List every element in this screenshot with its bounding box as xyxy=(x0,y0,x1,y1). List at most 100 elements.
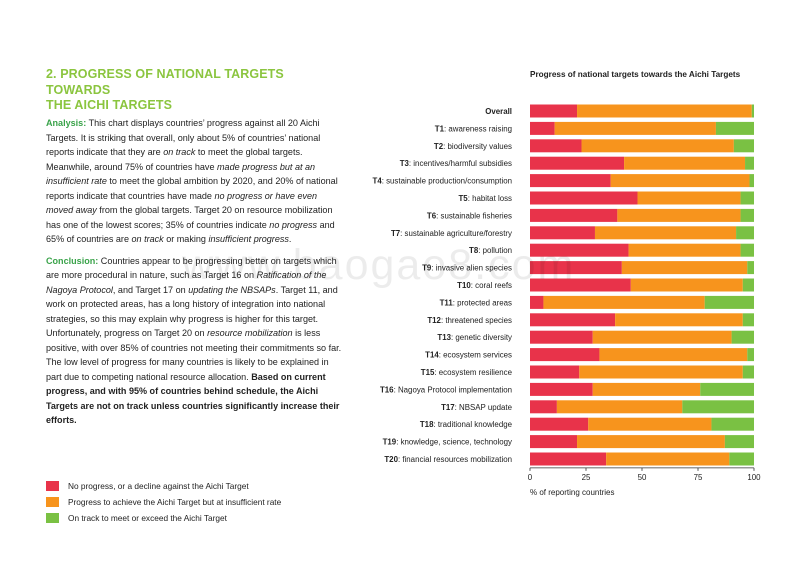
category-code: T9 xyxy=(422,264,432,273)
category-name: : financial resources mobilization xyxy=(398,455,512,464)
category-label: T16: Nagoya Protocol implementation xyxy=(380,385,512,394)
analysis-text: This chart displays countries’ progress … xyxy=(46,118,321,157)
conclusion-text: is less positive, with over 85% of count… xyxy=(46,328,342,382)
bar-segment-on-track xyxy=(740,243,754,257)
category-label: T7: sustainable agriculture/forestry xyxy=(391,229,512,238)
conclusion-label: Conclusion: xyxy=(46,255,99,266)
bar-segment-no-progress xyxy=(530,417,589,431)
bar-segment-insufficient-progress xyxy=(592,330,732,344)
legend-item-no-progress: No progress, or a decline against the Ai… xyxy=(46,478,281,493)
bar-segment-insufficient-progress xyxy=(592,382,701,396)
x-tick-label: 0 xyxy=(528,473,533,482)
category-code: T8 xyxy=(469,246,479,255)
category-code: T6 xyxy=(427,211,437,220)
conclusion-emphasis: resource mobilization xyxy=(207,328,293,338)
bar-segment-no-progress xyxy=(530,156,625,170)
category-label: T5: habitat loss xyxy=(458,194,512,203)
category-name: : sustainable production/consumption xyxy=(382,177,512,186)
bar-segment-insufficient-progress xyxy=(630,278,743,292)
bar-segment-no-progress xyxy=(530,330,593,344)
category-code: T18 xyxy=(420,420,434,429)
bar-segment-insufficient-progress xyxy=(624,156,746,170)
x-tick-label: 75 xyxy=(694,473,703,482)
analysis-emphasis: made progress but at an insufficient rat… xyxy=(46,161,316,187)
category-code: T15 xyxy=(421,368,435,377)
category-name: : habitat loss xyxy=(468,194,512,203)
category-code: T1 xyxy=(435,124,445,133)
category-name: : pollution xyxy=(478,246,512,255)
category-label: T20: financial resources mobilization xyxy=(384,455,512,464)
bar-segment-insufficient-progress xyxy=(610,174,750,188)
conclusion-text: , and Target 17 on xyxy=(112,284,189,295)
category-label: T3: incentives/harmful subsidies xyxy=(400,159,512,168)
bar-segment-no-progress xyxy=(530,400,557,414)
bar-segment-on-track xyxy=(751,104,754,118)
heading-line-1: 2. PROGRESS OF NATIONAL TARGETS TOWARDS xyxy=(46,67,284,97)
category-name: : sustainable fisheries xyxy=(436,211,512,220)
bar-segment-on-track xyxy=(747,348,754,362)
body-text: Analysis: This chart displays countries’… xyxy=(46,116,346,435)
bar-segment-insufficient-progress xyxy=(543,295,705,309)
category-name: : threatened species xyxy=(441,316,512,325)
analysis-text: or making xyxy=(163,234,209,244)
bar-segment-on-track xyxy=(711,417,754,431)
section-heading: 2. PROGRESS OF NATIONAL TARGETS TOWARDS … xyxy=(46,67,336,114)
analysis-emphasis: insufficient progress xyxy=(208,234,289,244)
category-code: T4 xyxy=(373,177,383,186)
category-name: : genetic diversity xyxy=(451,333,512,342)
bar-segment-on-track xyxy=(700,382,754,396)
analysis-text: . xyxy=(288,234,292,244)
bar-segment-insufficient-progress xyxy=(577,435,725,449)
bar-segment-on-track xyxy=(731,330,754,344)
category-label: T14: ecosystem services xyxy=(425,351,512,360)
conclusion-emphasis: updating the NBSAPs xyxy=(188,284,276,295)
bar-segment-no-progress xyxy=(530,139,582,153)
bar-segment-no-progress xyxy=(530,121,555,135)
conclusion-emphasis: Ratification of the Nagoya Protocol xyxy=(46,270,327,295)
analysis-emphasis: no progress or have even moved away xyxy=(46,190,318,216)
category-code: T19 xyxy=(383,438,397,447)
bar-segment-no-progress xyxy=(530,435,578,449)
chart-title: Progress of national targets towards the… xyxy=(530,70,741,79)
bar-segment-on-track xyxy=(745,156,754,170)
category-label: T12: threatened species xyxy=(427,316,512,325)
bar-segment-on-track xyxy=(704,295,754,309)
bar-segment-insufficient-progress xyxy=(599,348,748,362)
category-code: T7 xyxy=(391,229,401,238)
bar-segment-insufficient-progress xyxy=(554,121,716,135)
category-name: : sustainable agriculture/forestry xyxy=(400,229,512,238)
x-tick-label: 50 xyxy=(638,473,647,482)
bar-segment-insufficient-progress xyxy=(615,313,743,327)
category-name: : incentives/harmful subsidies xyxy=(409,159,512,168)
category-name: : ecosystem resilience xyxy=(434,368,512,377)
x-tick-label: 25 xyxy=(582,473,591,482)
analysis-text: from the global targets. Target 20 on re… xyxy=(46,205,333,230)
bar-segment-on-track xyxy=(736,226,754,240)
analysis-text: to meet the global targets. Meanwhile, a… xyxy=(46,147,303,172)
legend-label-insufficient-progress: Progress to achieve the Aichi Target but… xyxy=(68,496,282,507)
bar-segment-no-progress xyxy=(530,104,578,118)
bar-segment-insufficient-progress xyxy=(556,400,683,414)
category-name: : invasive alien species xyxy=(431,264,512,273)
bar-segment-on-track xyxy=(733,139,754,153)
category-code: T17 xyxy=(441,403,455,412)
bar-segment-no-progress xyxy=(530,174,611,188)
category-name: : traditional knowledge xyxy=(433,420,512,429)
category-code: T5 xyxy=(458,194,468,203)
category-label: T4: sustainable production/consumption xyxy=(373,177,513,186)
x-axis-label: % of reporting countries xyxy=(530,488,615,497)
legend-item-on-track: On track to meet or exceed the Aichi Tar… xyxy=(46,510,281,525)
bar-segment-insufficient-progress xyxy=(594,226,737,240)
bar-segment-insufficient-progress xyxy=(628,243,741,257)
heading-line-2: THE AICHI TARGETS xyxy=(46,98,173,112)
bar-segment-on-track xyxy=(729,452,754,466)
bar-segment-on-track xyxy=(740,208,754,222)
bar-segment-no-progress xyxy=(530,382,593,396)
legend-swatch-no-progress xyxy=(46,480,59,491)
category-name: : knowledge, science, technology xyxy=(396,438,512,447)
bar-segment-no-progress xyxy=(530,295,544,309)
category-name: : NBSAP update xyxy=(455,403,513,412)
category-label: T18: traditional knowledge xyxy=(420,420,513,429)
x-tick-label: 100 xyxy=(747,473,761,482)
bar-segment-on-track xyxy=(740,191,754,205)
